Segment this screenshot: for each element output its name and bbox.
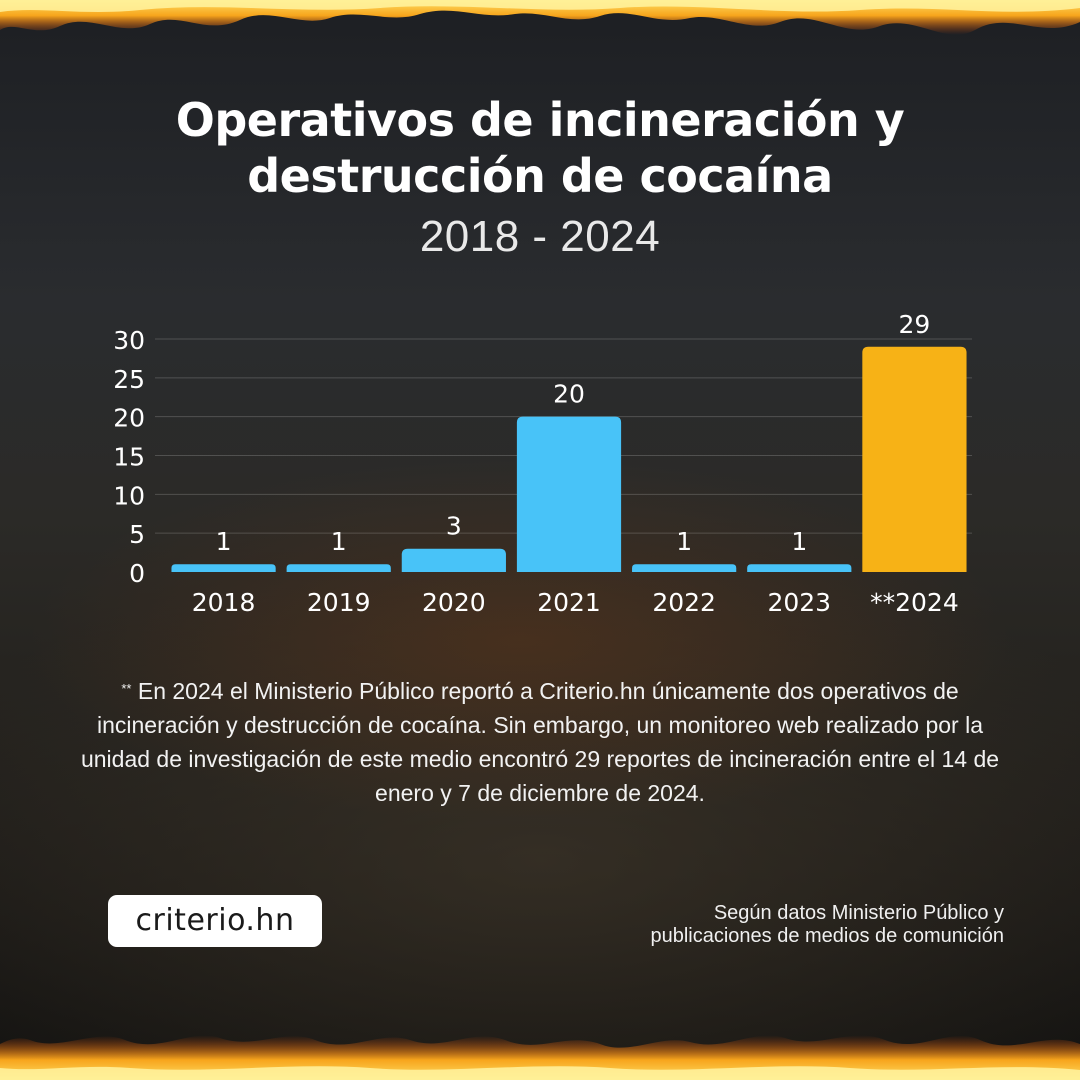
fire-border-bottom <box>0 1035 1080 1080</box>
footnote-text: En 2024 el Ministerio Público reportó a … <box>80 678 1000 806</box>
bar-2022 <box>632 564 737 572</box>
data-label: 1 <box>216 527 232 556</box>
y-tick-label: 15 <box>113 443 145 472</box>
x-tick-label: 2022 <box>652 588 716 617</box>
bar-chart: 0510152025301201812019320202020211202212… <box>113 310 972 617</box>
bar-2024 <box>862 346 967 572</box>
x-tick-label: 2018 <box>192 588 256 617</box>
bar-2023 <box>747 564 852 572</box>
x-tick-label: **2024 <box>870 588 959 617</box>
bar-2018 <box>171 564 276 572</box>
data-label: 29 <box>899 310 931 339</box>
y-tick-label: 25 <box>113 365 145 394</box>
x-tick-label: 2021 <box>537 588 601 617</box>
y-tick-label: 0 <box>129 559 145 588</box>
x-tick-label: 2019 <box>307 588 371 617</box>
y-tick-label: 5 <box>129 520 145 549</box>
data-label: 3 <box>446 512 462 541</box>
y-tick-label: 20 <box>113 404 145 433</box>
footnote-marker: ** <box>121 681 132 696</box>
source-note: Según datos Ministerio Público y publica… <box>524 902 1004 948</box>
bar-2021 <box>516 416 622 572</box>
footnote: ** En 2024 el Ministerio Público reportó… <box>60 672 1020 810</box>
chart-subtitle: 2018 - 2024 <box>419 212 661 261</box>
source-line-2: publicaciones de medios de comunición <box>650 925 1004 947</box>
title-line-2: destrucción de cocaína <box>247 149 833 203</box>
x-tick-label: 2020 <box>422 588 486 617</box>
y-tick-label: 30 <box>113 326 145 355</box>
data-label: 1 <box>331 527 347 556</box>
bar-2019 <box>286 564 391 572</box>
y-tick-label: 10 <box>113 481 145 510</box>
data-label: 20 <box>553 380 585 409</box>
data-label: 1 <box>676 527 692 556</box>
fire-border-top <box>0 0 1080 35</box>
title-line-1: Operativos de incineración y <box>175 93 905 147</box>
chart-title: Operativos de incineración y destrucción… <box>0 92 1080 204</box>
source-line-1: Según datos Ministerio Público y <box>713 902 1004 924</box>
x-tick-label: 2023 <box>767 588 831 617</box>
bar-2020 <box>401 548 506 572</box>
data-label: 1 <box>791 527 807 556</box>
brand-logo: criterio.hn <box>108 895 322 947</box>
